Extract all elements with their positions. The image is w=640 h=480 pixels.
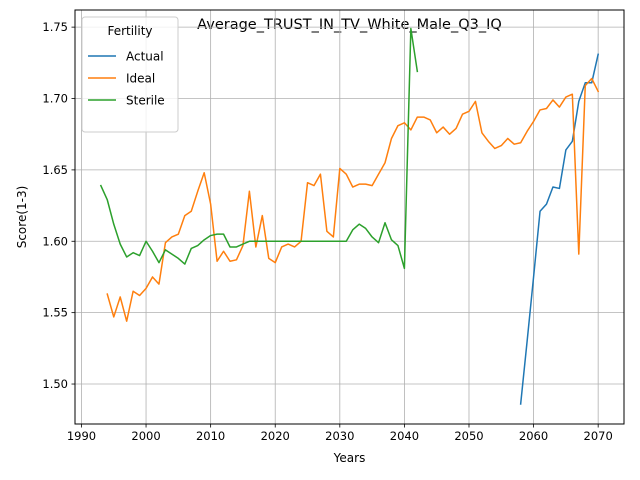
x-tick-label: 2000 <box>131 429 160 443</box>
y-tick-label: 1.50 <box>42 377 68 391</box>
x-tick-label: 1990 <box>67 429 96 443</box>
x-tick-label: 2030 <box>325 429 354 443</box>
legend-label-actual: Actual <box>126 50 164 64</box>
y-tick-label: 1.55 <box>42 306 68 320</box>
chart-title: Average_TRUST_IN_TV_White_Male_Q3_IQ <box>197 17 502 33</box>
y-tick-label: 1.75 <box>42 20 68 34</box>
y-axis-ticks: 1.50 1.55 1.60 1.65 1.70 1.75 <box>42 20 75 391</box>
plot-frame <box>74 9 625 425</box>
x-axis-ticks: 1990 2000 2010 2020 2030 2040 2050 2060 2070 <box>67 424 613 443</box>
y-tick-label: 1.60 <box>42 234 68 248</box>
y-axis-label: Score(1-3) <box>15 186 29 249</box>
series-line-ideal <box>106 77 600 322</box>
series-line-sterile <box>99 27 419 270</box>
y-tick-label: 1.65 <box>42 163 68 177</box>
legend-box <box>81 16 179 133</box>
x-tick-label: 2070 <box>584 429 613 443</box>
y-tick-label: 1.70 <box>42 92 68 106</box>
x-tick-label: 2050 <box>454 429 483 443</box>
x-axis-label: Years <box>333 451 366 465</box>
legend-title: Fertility <box>107 24 152 38</box>
legend-label-sterile: Sterile <box>126 94 165 108</box>
x-tick-label: 2040 <box>390 429 419 443</box>
plot-lines <box>99 27 600 405</box>
x-tick-label: 2010 <box>196 429 225 443</box>
series-line-actual <box>519 53 600 405</box>
grid <box>75 10 624 424</box>
legend-label-ideal: Ideal <box>126 72 155 86</box>
x-tick-label: 2020 <box>261 429 290 443</box>
legend: Fertility Actual Ideal Sterile <box>81 16 179 133</box>
x-tick-label: 2060 <box>519 429 548 443</box>
